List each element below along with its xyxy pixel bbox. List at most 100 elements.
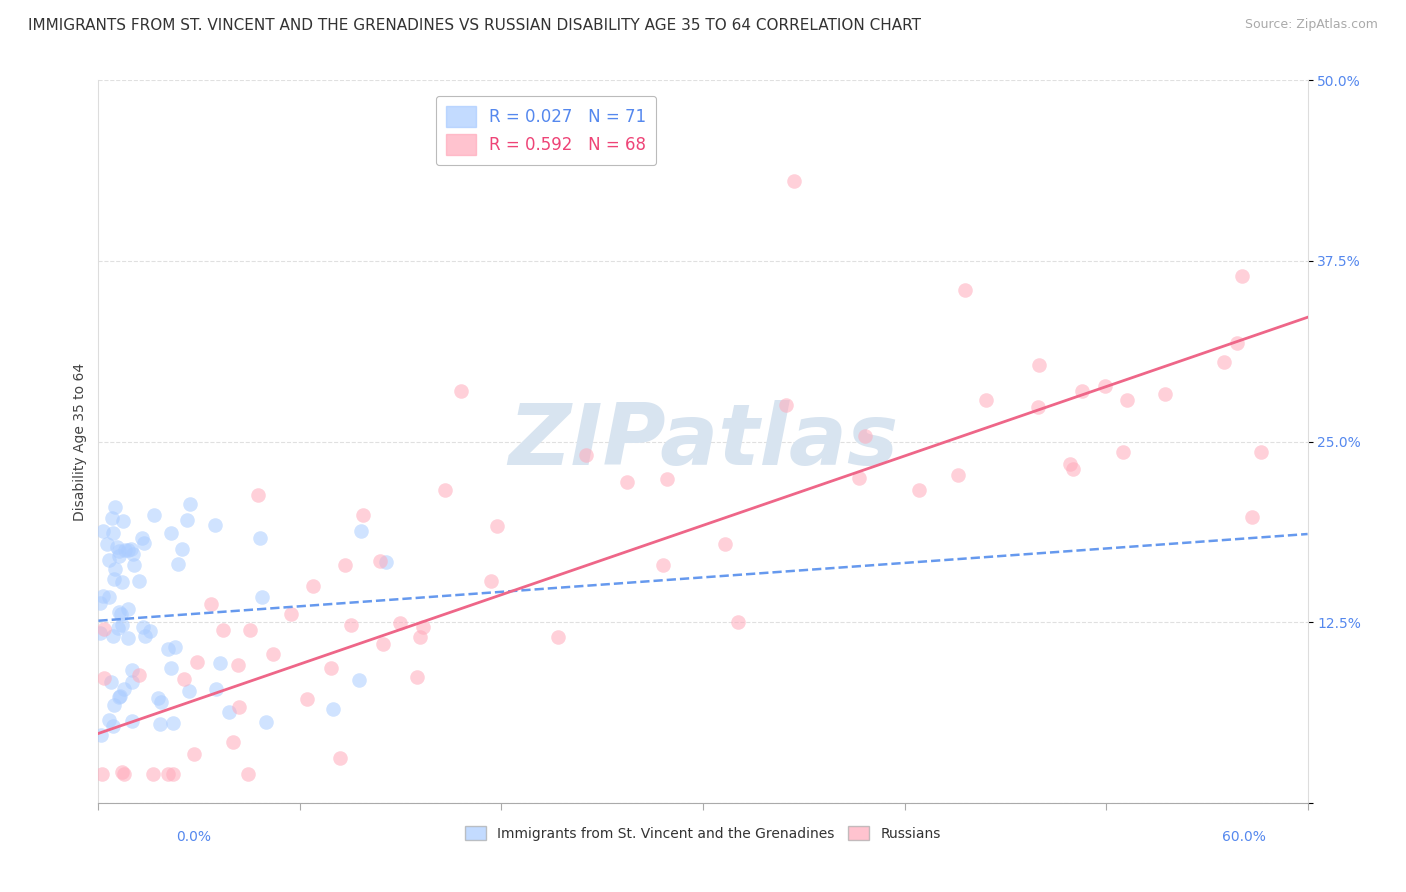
Point bbox=[485, 519, 508, 533]
Point bbox=[121, 675, 143, 690]
Point bbox=[107, 543, 129, 558]
Point bbox=[1250, 445, 1272, 459]
Point bbox=[183, 747, 205, 761]
Point bbox=[142, 508, 165, 522]
Point bbox=[218, 706, 240, 720]
Point bbox=[93, 671, 115, 685]
Point bbox=[848, 471, 870, 485]
Point bbox=[162, 767, 184, 781]
Point bbox=[352, 508, 374, 522]
Point bbox=[97, 590, 120, 604]
Point bbox=[221, 735, 243, 749]
Point bbox=[91, 589, 114, 603]
Point bbox=[1028, 359, 1050, 373]
Point bbox=[132, 619, 155, 633]
Point bbox=[1112, 445, 1135, 459]
Point bbox=[103, 629, 125, 643]
Point bbox=[783, 174, 806, 188]
Point bbox=[1230, 268, 1253, 283]
Point bbox=[375, 555, 398, 569]
Point bbox=[160, 661, 183, 675]
Point bbox=[98, 713, 121, 727]
Point bbox=[89, 596, 111, 610]
Point bbox=[908, 483, 931, 498]
Point bbox=[239, 624, 262, 638]
Point bbox=[249, 531, 271, 545]
Point bbox=[107, 621, 129, 635]
Point bbox=[280, 607, 302, 621]
Point bbox=[100, 675, 122, 690]
Point bbox=[93, 622, 115, 636]
Point bbox=[160, 525, 183, 540]
Point bbox=[149, 717, 172, 731]
Point bbox=[212, 623, 235, 637]
Point bbox=[208, 656, 231, 670]
Point bbox=[186, 656, 208, 670]
Point bbox=[131, 531, 153, 545]
Point bbox=[262, 648, 284, 662]
Point bbox=[117, 632, 139, 646]
Point bbox=[132, 536, 155, 550]
Point bbox=[200, 597, 222, 611]
Point bbox=[111, 764, 134, 779]
Point bbox=[122, 558, 145, 573]
Point bbox=[655, 472, 678, 486]
Point bbox=[103, 572, 125, 586]
Point bbox=[350, 524, 373, 538]
Text: IMMIGRANTS FROM ST. VINCENT AND THE GRENADINES VS RUSSIAN DISABILITY AGE 35 TO 6: IMMIGRANTS FROM ST. VINCENT AND THE GREN… bbox=[28, 18, 921, 33]
Point bbox=[111, 514, 134, 528]
Point bbox=[162, 715, 184, 730]
Point bbox=[108, 690, 131, 704]
Point bbox=[252, 591, 274, 605]
Point bbox=[319, 661, 342, 675]
Point bbox=[347, 673, 370, 687]
Point bbox=[90, 727, 112, 741]
Point bbox=[107, 605, 129, 619]
Point bbox=[368, 554, 391, 568]
Point bbox=[179, 497, 201, 511]
Point bbox=[91, 767, 114, 781]
Point bbox=[110, 607, 132, 621]
Point bbox=[322, 702, 344, 716]
Point bbox=[247, 487, 270, 501]
Point bbox=[93, 524, 115, 538]
Point bbox=[172, 542, 194, 557]
Point bbox=[89, 625, 111, 640]
Point bbox=[117, 543, 139, 558]
Point bbox=[302, 579, 325, 593]
Point bbox=[228, 700, 250, 714]
Point bbox=[1059, 457, 1081, 471]
Point bbox=[110, 617, 132, 632]
Point bbox=[1154, 387, 1177, 401]
Point bbox=[112, 681, 135, 696]
Point bbox=[616, 475, 638, 489]
Point bbox=[412, 620, 434, 634]
Point bbox=[652, 558, 675, 572]
Point bbox=[974, 392, 997, 407]
Point bbox=[111, 575, 134, 590]
Point bbox=[107, 549, 129, 563]
Point bbox=[104, 562, 127, 576]
Point bbox=[134, 629, 156, 643]
Point bbox=[1226, 335, 1249, 350]
Text: Source: ZipAtlas.com: Source: ZipAtlas.com bbox=[1244, 18, 1378, 31]
Point bbox=[479, 574, 502, 588]
Point bbox=[103, 525, 125, 540]
Point bbox=[408, 630, 430, 644]
Point bbox=[727, 615, 749, 630]
Point bbox=[122, 547, 145, 561]
Point bbox=[228, 657, 250, 672]
Text: 60.0%: 60.0% bbox=[1222, 830, 1265, 844]
Point bbox=[333, 558, 356, 573]
Point bbox=[148, 691, 170, 706]
Point bbox=[295, 691, 318, 706]
Point bbox=[946, 467, 969, 482]
Point bbox=[204, 681, 226, 696]
Point bbox=[1212, 354, 1234, 368]
Point bbox=[150, 695, 173, 709]
Point bbox=[236, 767, 259, 781]
Point bbox=[138, 624, 160, 638]
Point bbox=[1026, 400, 1049, 414]
Point bbox=[108, 689, 131, 703]
Point bbox=[775, 398, 797, 412]
